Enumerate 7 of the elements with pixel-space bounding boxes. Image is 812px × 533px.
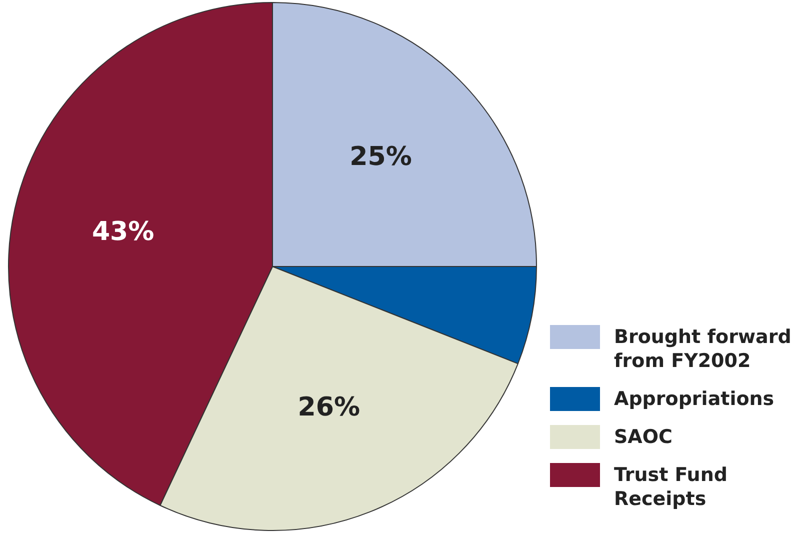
data-label: 43% [92,216,154,247]
legend-label: Trust Fund Receipts [614,463,728,511]
legend-label: SAOC [614,425,672,449]
data-label: 26% [298,392,360,423]
data-label: 25% [350,142,412,172]
legend-label: Appropriations [614,387,774,411]
legend-label: Brought forward from FY2002 [614,325,792,373]
